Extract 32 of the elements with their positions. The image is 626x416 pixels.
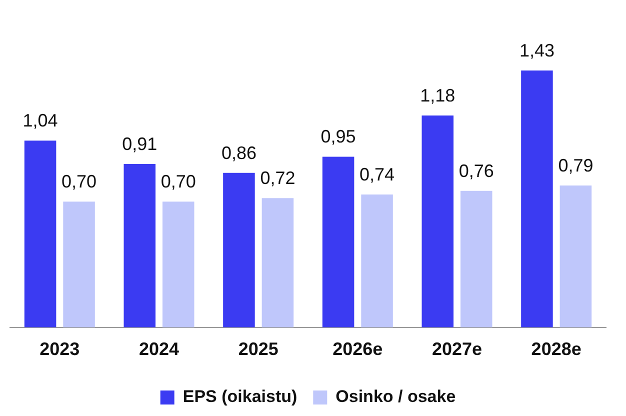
bar bbox=[162, 202, 194, 328]
data-label: 0,74 bbox=[360, 164, 395, 184]
bar bbox=[422, 115, 454, 328]
bar bbox=[63, 202, 95, 328]
bar bbox=[24, 140, 56, 328]
data-label: 1,18 bbox=[420, 85, 456, 106]
x-tick-label: 2023 bbox=[40, 339, 80, 360]
data-label: 1,04 bbox=[22, 110, 58, 131]
x-tick-label: 2026e bbox=[332, 339, 383, 360]
bar bbox=[322, 156, 354, 328]
data-label: 0,95 bbox=[320, 126, 356, 147]
data-label: 1,43 bbox=[519, 40, 554, 61]
bar bbox=[124, 164, 156, 328]
bar bbox=[560, 185, 592, 328]
legend-label: EPS (oikaistu) bbox=[182, 387, 298, 406]
bar bbox=[223, 172, 255, 328]
legend-label: Osinko / osake bbox=[336, 387, 456, 406]
data-label: 0,70 bbox=[62, 172, 97, 192]
bar bbox=[262, 198, 294, 328]
x-tick-label: 2025 bbox=[238, 339, 278, 360]
x-tick-label: 2024 bbox=[138, 339, 180, 360]
bar bbox=[460, 190, 492, 328]
x-tick-label: 2028e bbox=[531, 339, 582, 360]
data-label: 0,72 bbox=[260, 168, 296, 188]
data-label: 0,70 bbox=[160, 172, 196, 192]
x-tick-label: 2027e bbox=[432, 339, 482, 360]
data-label: 0,76 bbox=[458, 160, 494, 181]
data-label: 0,91 bbox=[122, 134, 158, 154]
bar bbox=[521, 70, 553, 328]
bar bbox=[361, 194, 393, 328]
data-label: 0,86 bbox=[221, 142, 256, 163]
data-label: 0,79 bbox=[558, 155, 594, 176]
